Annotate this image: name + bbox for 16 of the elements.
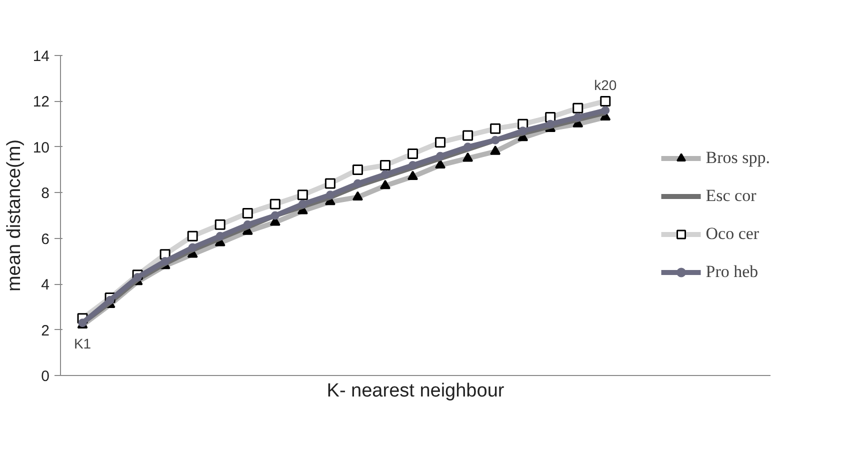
y-tick-label: 0 xyxy=(41,368,50,385)
legend-label: Bros spp. xyxy=(706,148,770,168)
annotation: K1 xyxy=(74,336,92,352)
y-tick-label: 2 xyxy=(41,322,50,340)
x-axis-title: K- nearest neighbour xyxy=(326,380,505,402)
legend-label: Esc cor xyxy=(706,186,756,206)
y-axis-title: mean distance(m) xyxy=(4,139,25,292)
y-tick-label: 10 xyxy=(32,139,50,156)
y-tick-label: 4 xyxy=(41,276,50,294)
legend-label: Oco cer xyxy=(706,224,760,244)
y-tick-label: 6 xyxy=(41,230,50,248)
y-tick-label: 12 xyxy=(32,94,50,111)
legend-label: Pro heb xyxy=(706,262,758,282)
y-tick-label: 8 xyxy=(41,185,50,202)
y-tick-label: 14 xyxy=(32,48,50,65)
annotation: k20 xyxy=(594,77,617,94)
